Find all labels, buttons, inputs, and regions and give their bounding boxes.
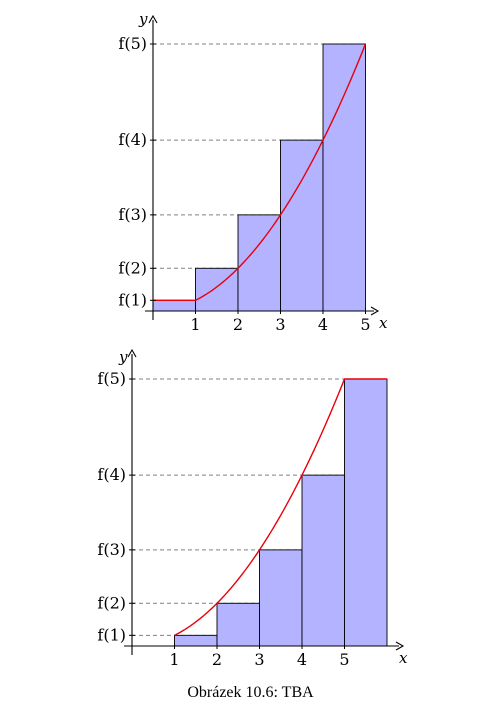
x-tick-label-4: 4 [318,315,328,334]
x-tick-label-2: 2 [212,650,222,669]
y-axis-arrow [148,14,158,24]
bar-5 [344,378,388,647]
x-tick-label-3: 3 [275,315,285,334]
bar-1 [174,634,218,647]
bar-4 [280,139,324,312]
x-axis-label: x [379,314,388,332]
x-tick-label-1: 1 [169,650,179,669]
bar-2 [216,602,260,647]
y-tick-label-3: f(3) [118,205,147,224]
x-tick-label-5: 5 [360,315,370,334]
y-tick-label-4: f(4) [118,130,147,149]
y-tick-label-2: f(2) [118,258,147,277]
bar-5 [322,43,366,312]
curve-line [174,378,387,636]
y-tick-label-5: f(5) [97,369,126,388]
x-axis-arrow [395,641,405,651]
y-tick-label-5: f(5) [118,34,147,53]
bar-1 [152,299,196,312]
x-axis-arrow [370,306,380,316]
y-tick-label-3: f(3) [97,540,126,559]
x-tick-label-4: 4 [297,650,307,669]
y-axis-label: y [138,10,148,28]
y-tick-label-2: f(2) [97,593,126,612]
x-axis-label: x [399,649,408,667]
y-tick-label-1: f(1) [97,625,126,644]
x-tick-label-2: 2 [233,315,243,334]
bar-3 [237,214,281,312]
x-tick-label-5: 5 [339,650,349,669]
curve-line [153,43,367,302]
chart-right-sum: 1 2 3 4 5 f(1) f(2) f(3) f(4) f(5) x y [97,348,408,669]
y-tick-label-4: f(4) [97,465,126,484]
bar-4 [301,474,345,647]
chart-left-sum: 1 2 3 4 5 f(1) f(2) f(3) f(4) f(5) x y [118,10,388,334]
figure-caption: Obrázek 10.6: TBA [187,684,314,701]
y-tick-label-1: f(1) [118,290,147,309]
x-tick-label-3: 3 [254,650,264,669]
x-tick-label-1: 1 [190,315,200,334]
bar-3 [259,549,303,647]
y-axis-arrow [127,348,137,358]
y-axis-label: y [118,348,128,366]
